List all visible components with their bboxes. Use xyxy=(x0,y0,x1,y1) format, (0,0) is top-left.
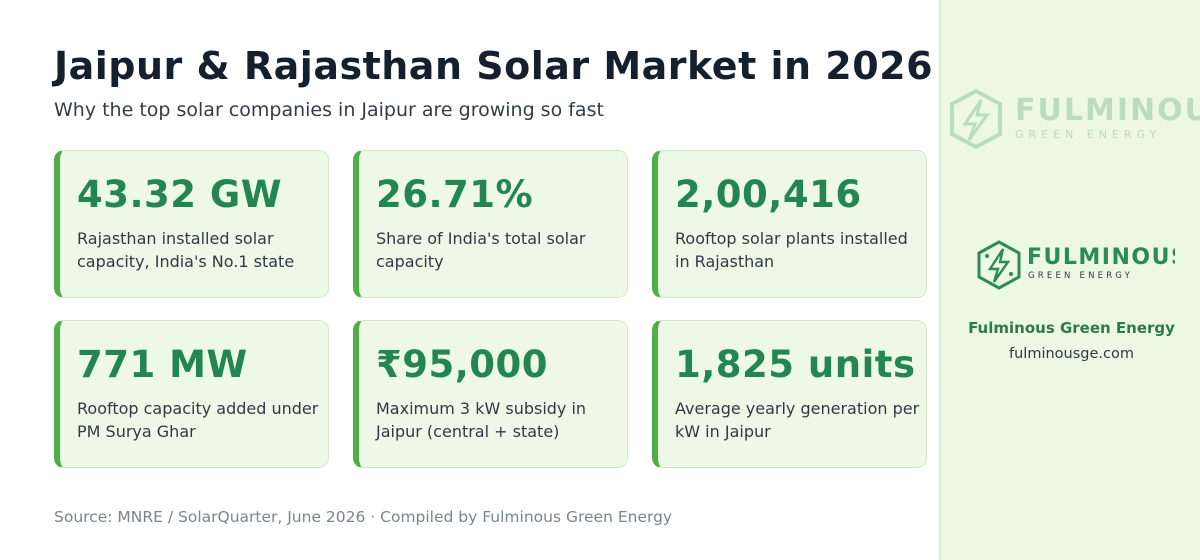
stat-value: 26.71% xyxy=(376,173,534,216)
page-title: Jaipur & Rajasthan Solar Market in 2026 xyxy=(54,44,934,88)
logo-tagline: GREEN ENERGY xyxy=(1028,271,1133,281)
stat-card-subsidy: ₹95,000 Maximum 3 kW subsidy in Jaipur (… xyxy=(353,320,628,468)
stat-value: 771 MW xyxy=(77,343,248,386)
stat-card-yearly-generation: 1,825 units Average yearly generation pe… xyxy=(652,320,927,468)
stat-value: 1,825 units xyxy=(675,343,916,386)
website-url: fulminousge.com xyxy=(1009,346,1134,362)
stat-card-installed-capacity: 43.32 GW Rajasthan installed solar capac… xyxy=(54,150,329,298)
stat-card-india-share: 26.71% Share of India's total solar capa… xyxy=(353,150,628,298)
hexagon-lightning-icon xyxy=(977,240,1021,290)
brand-logo: FULMINOUS GREEN ENERGY xyxy=(977,240,1175,290)
stat-card-rooftop-plants: 2,00,416 Rooftop solar plants installed … xyxy=(652,150,927,298)
stat-description: Rooftop capacity added under PM Surya Gh… xyxy=(77,399,319,441)
stat-value: ₹95,000 xyxy=(376,343,549,386)
brand-sidebar: FULMINOUS GREEN ENERGY FULMINOUS GREEN E… xyxy=(939,0,1200,560)
stat-description: Share of India's total solar capacity xyxy=(376,229,586,271)
stat-value: 43.32 GW xyxy=(77,173,283,216)
watermark-logo: FULMINOUS GREEN ENERGY xyxy=(950,88,1200,150)
stat-value: 2,00,416 xyxy=(675,173,862,216)
stat-card-pm-surya-ghar: 771 MW Rooftop capacity added under PM S… xyxy=(54,320,329,468)
watermark-wordmark: FULMINOUS xyxy=(1015,93,1200,128)
stat-description: Maximum 3 kW subsidy in Jaipur (central … xyxy=(376,399,587,441)
logo-wordmark: FULMINOUS xyxy=(1027,245,1175,270)
source-note: Source: MNRE / SolarQuarter, June 2026 ·… xyxy=(54,508,673,526)
stat-description: Rooftop solar plants installed in Rajast… xyxy=(675,229,908,271)
brand-name: Fulminous Green Energy xyxy=(968,319,1175,337)
page-subtitle: Why the top solar companies in Jaipur ar… xyxy=(54,99,604,121)
watermark-tagline: GREEN ENERGY xyxy=(1015,128,1161,141)
stat-description: Rajasthan installed solar capacity, Indi… xyxy=(77,229,295,271)
stat-description: Average yearly generation per kW in Jaip… xyxy=(675,399,920,441)
